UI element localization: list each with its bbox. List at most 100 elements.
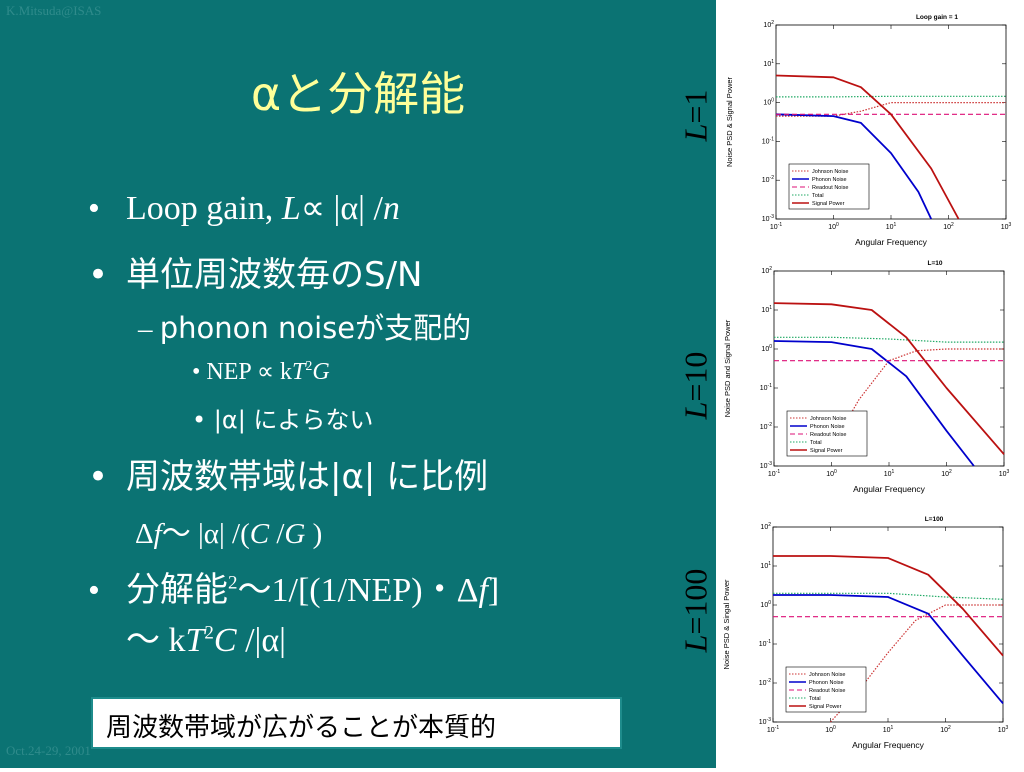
- chart-3-xlabel: Angular Frequency: [852, 740, 925, 750]
- resolution-cont-C: C: [213, 622, 237, 659]
- chart-1-ytick-label: 102: [763, 20, 774, 29]
- chart-3-legend-label: Signal Power: [809, 704, 842, 710]
- label-L1-symbol: L: [677, 123, 714, 141]
- slide-panel: K.Mitsuda@ISAS Oct.24-29, 2001 αと分解能 • Lo…: [0, 0, 716, 768]
- chart-2-legend-label: Johnson Noise: [810, 416, 846, 422]
- chart-2-series-total: [774, 336, 1004, 343]
- bullet-bandwidth: • 周波数帯域は|α| に比例: [88, 449, 488, 498]
- chart-2-ytick-label: 100: [761, 344, 772, 353]
- formula-mid: 〜 |α| /(: [161, 518, 250, 550]
- label-L10-value: =10: [677, 351, 714, 402]
- chart-1-legend-label: Johnson Noise: [812, 169, 848, 175]
- nep-sup: 2: [305, 359, 313, 374]
- chart-1-xlabel: Angular Frequency: [855, 237, 928, 247]
- bullet-resolution: • 分解能2〜1/[(1/NEP)・Δf]: [88, 562, 499, 611]
- subsub-alpha: • |α| によらない: [192, 400, 373, 435]
- chart-2-xtick-label: 10-1: [768, 469, 780, 478]
- resolution-cont-sup: 2: [204, 622, 214, 644]
- chart-1-legend-label: Phonon Noise: [812, 177, 847, 183]
- formula-delta: Δ: [135, 518, 154, 550]
- sub-phonon: – phonon noiseが支配的: [138, 305, 471, 347]
- chart-3-series-signal-power: [773, 555, 1004, 657]
- callout-text: 周波数帯域が広がることが本質的: [106, 713, 497, 743]
- date-label: Oct.24-29, 2001: [6, 743, 91, 758]
- chart-1-series-johnson-noise: [776, 101, 1006, 117]
- chart-1-xtick-label: 102: [943, 222, 954, 231]
- chart-2-ytick-label: 102: [761, 266, 772, 275]
- label-L10: L=10: [676, 330, 716, 440]
- chart-2-legend-label: Signal Power: [810, 448, 843, 454]
- sub-dash: –: [138, 313, 153, 345]
- bullet-dot: •: [88, 457, 109, 497]
- chart-2-series-phonon-noise: [773, 340, 975, 467]
- loop-gain-prop: ∝ |α| /: [300, 190, 383, 227]
- nep-T: T: [292, 359, 306, 385]
- chart-1-ytick-label: 100: [763, 98, 774, 107]
- chart-1-ytick-label: 10-2: [762, 175, 774, 184]
- chart-3-ytick-label: 100: [760, 600, 771, 609]
- bandwidth-text: 周波数帯域は|α| に比例: [126, 457, 489, 497]
- bullet-dot: •: [88, 255, 109, 295]
- bullet-loop-gain: • Loop gain, L∝ |α| /n: [88, 188, 400, 228]
- chart-3-ylabel: Noise PSD & Singal Power: [722, 579, 731, 670]
- chart-2-ytick-label: 10-3: [760, 461, 772, 470]
- chart-1-xtick-label: 100: [828, 222, 839, 231]
- chart-3-xtick-label: 102: [940, 725, 951, 734]
- phonon-text: phonon noiseが支配的: [159, 311, 472, 345]
- chart-1-ytick-label: 10-3: [762, 214, 774, 223]
- formula-G: G: [284, 518, 306, 550]
- chart-1-series-phonon-noise: [775, 113, 933, 220]
- chart-2-legend-label: Total: [810, 440, 822, 446]
- chart-3-ytick-label: 10-3: [759, 717, 771, 726]
- chart-2-ytick-label: 10-2: [760, 422, 772, 431]
- chart-3-series-phonon-noise: [773, 594, 1004, 704]
- formula-slash: /: [269, 518, 285, 550]
- chart-2-ytick-label: 10-1: [760, 383, 772, 392]
- chart-1-xtick-label: 10-1: [770, 222, 782, 231]
- chart-3-legend-label: Total: [809, 696, 821, 702]
- chart-2-ylabel: Noise PSD and Signal Power: [723, 319, 732, 417]
- chart-3-xtick-label: 10-1: [767, 725, 779, 734]
- charts-panel: 10-1 100 101 102 103 10-3 10-2 10-1 100 101 102 Joh…: [716, 0, 1024, 768]
- chart-2-title: L=10: [928, 260, 943, 267]
- bullet-dot: •: [192, 406, 207, 434]
- chart-3-series-total: [773, 592, 1004, 600]
- label-L100: L=100: [676, 545, 716, 675]
- resolution-cont-pre: 〜 k: [126, 622, 186, 659]
- chart-2-xtick-label: 100: [826, 469, 837, 478]
- resolution-f: f: [478, 572, 488, 609]
- chart-2-ytick-label: 101: [761, 305, 772, 314]
- chart-3-legend-label: Readout Noise: [809, 688, 845, 694]
- bullet-sn: • 単位周波数毎のS/N: [88, 247, 422, 296]
- alpha-independent-text: |α| によらない: [213, 406, 374, 434]
- nep-G: G: [312, 359, 330, 385]
- callout-box: 周波数帯域が広がることが本質的: [91, 697, 622, 749]
- label-L1: L=1: [676, 60, 716, 170]
- chart-3-ytick-label: 102: [760, 522, 771, 531]
- bullet-dot: •: [88, 572, 100, 609]
- chart-3-legend-label: Johnson Noise: [809, 672, 845, 678]
- chart-2-xtick-label: 101: [884, 469, 895, 478]
- chart-1-legend-label: Signal Power: [812, 201, 845, 207]
- resolution-cont-post: /|α|: [236, 622, 286, 659]
- chart-1-ytick-label: 101: [763, 59, 774, 68]
- label-L1-value: =1: [677, 89, 714, 124]
- author-label: K.Mitsuda@ISAS: [6, 3, 102, 18]
- slide-title: αと分解能: [250, 67, 466, 121]
- chart-2-series-johnson-noise: [830, 348, 1004, 448]
- resolution-continued: 〜 kT2C /|α|: [126, 612, 286, 661]
- chart-1-legend-label: Total: [812, 193, 824, 199]
- label-L10-symbol: L: [677, 401, 714, 419]
- chart-1-xtick-label: 103: [1001, 222, 1012, 231]
- chart-2-xtick-label: 103: [999, 469, 1010, 478]
- resolution-sup: 2: [228, 572, 238, 594]
- chart-3-legend-label: Phonon Noise: [809, 680, 844, 686]
- bandwidth-formula: Δf〜 |α| /(C /G ): [135, 510, 322, 552]
- chart-1-legend-label: Readout Noise: [812, 185, 848, 191]
- label-L100-symbol: L: [677, 634, 714, 652]
- resolution-mid: 〜1/[(1/NEP)・Δ: [237, 572, 479, 609]
- formula-f: f: [153, 518, 162, 550]
- formula-C: C: [249, 518, 270, 550]
- loop-gain-n: n: [382, 190, 400, 227]
- resolution-cont-T: T: [185, 622, 205, 659]
